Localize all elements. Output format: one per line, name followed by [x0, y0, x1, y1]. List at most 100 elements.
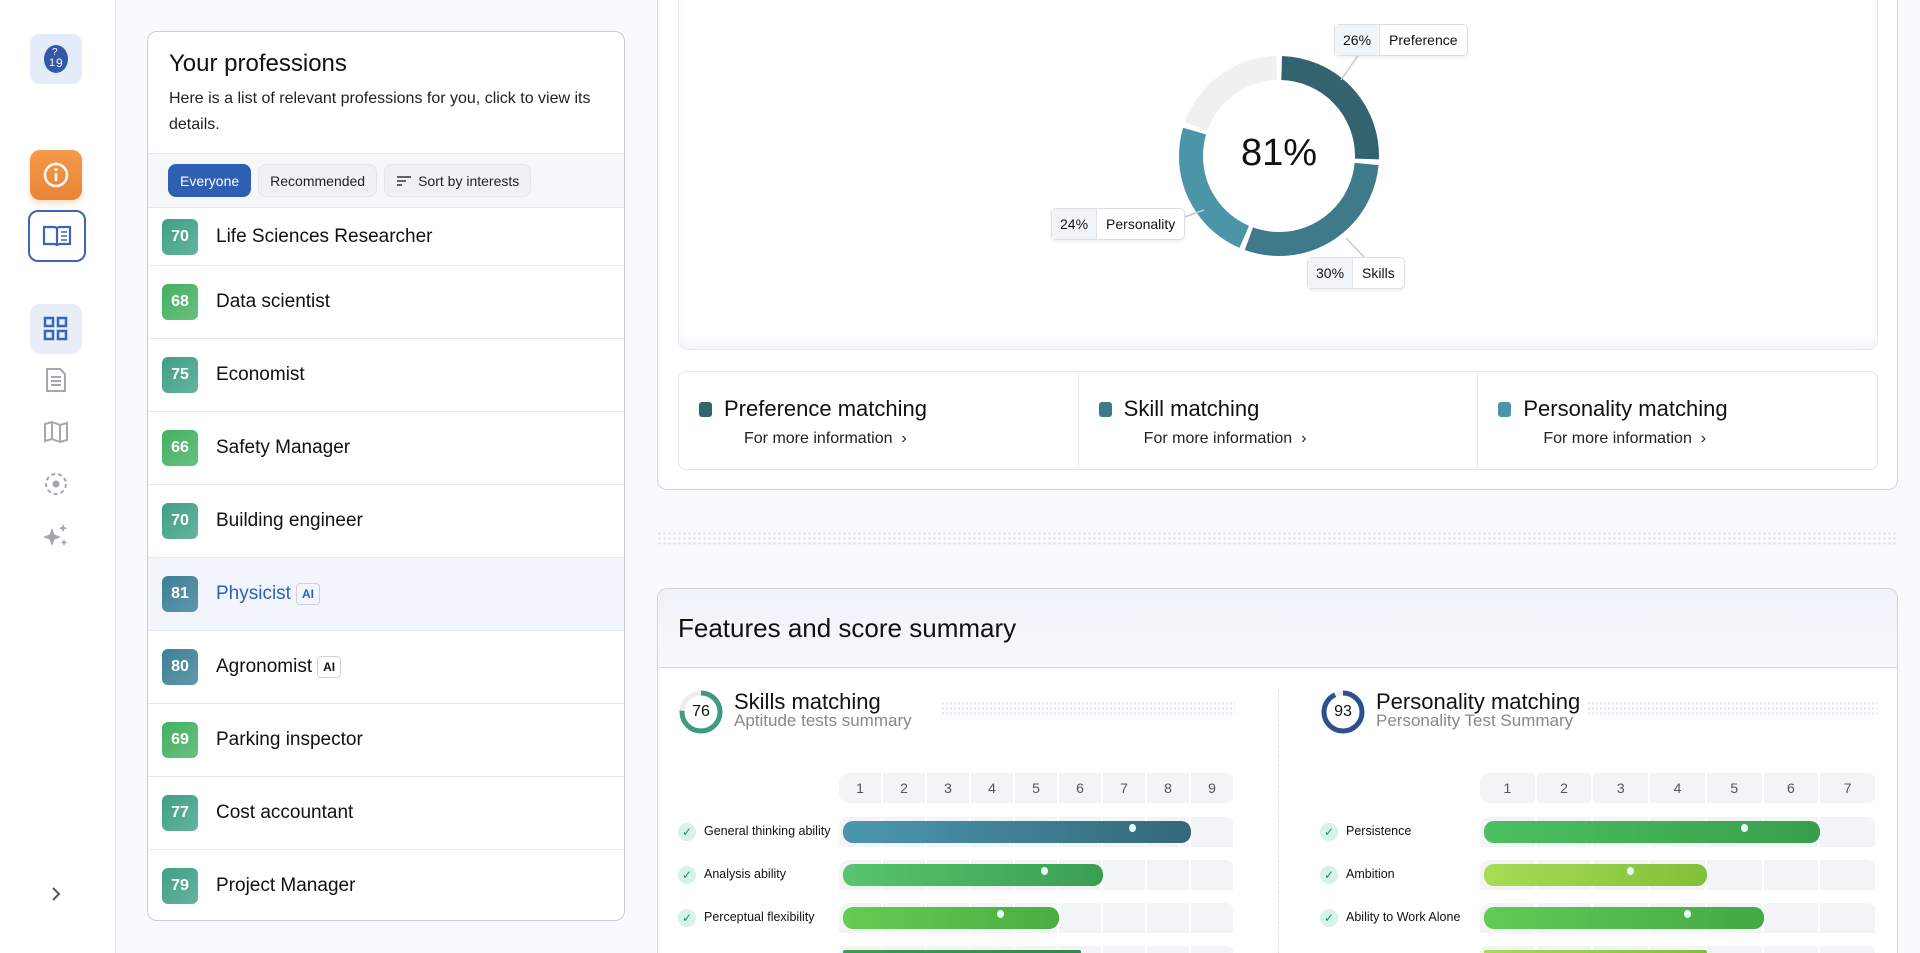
score-row: ✓ Analysis ability [678, 860, 1235, 890]
score-row: ✓ General thinking ability [678, 817, 1235, 847]
row-label: Perceptual flexibility [704, 910, 815, 924]
bar-marker [1129, 824, 1137, 832]
filter-bar: Everyone Recommended Sort by interests [148, 153, 624, 208]
score-badge: 70 [162, 503, 198, 539]
scale-tick: 9 [1191, 773, 1235, 803]
grid-icon[interactable] [30, 304, 82, 354]
slice-percent: 26% [1335, 25, 1381, 55]
slice-percent: 24% [1052, 209, 1098, 239]
profession-item[interactable]: 79 Project Manager [148, 850, 624, 920]
profession-name: Economist [216, 364, 305, 385]
matching-summary: Preference matching For more information… [678, 371, 1878, 470]
features-title: Features and score summary [658, 589, 1897, 668]
logo-icon[interactable]: 1 9? [30, 34, 82, 84]
profession-item[interactable]: 70 Life Sciences Researcher [148, 208, 624, 266]
score-track [1480, 946, 1877, 953]
leader-line [1340, 53, 1360, 81]
matching-title: Personality matching [1523, 396, 1728, 421]
filter-everyone[interactable]: Everyone [168, 164, 252, 197]
scale-tick: 5 [1706, 773, 1764, 803]
scale-tick: 5 [1015, 773, 1059, 803]
profession-name: Life Sciences Researcher [216, 225, 433, 247]
section-subtitle: Aptitude tests summary [734, 711, 912, 730]
ai-badge: AI [317, 656, 342, 678]
bar-marker [1740, 824, 1748, 832]
donut-chart-card: 81% 26% Preference 24% Personality 30% Skil… [678, 0, 1878, 350]
features-card: Features and score summary 76 Skills mat… [657, 588, 1898, 953]
score-bar [1484, 864, 1707, 886]
profession-item[interactable]: 80 Agronomist AI [148, 631, 624, 704]
scale-tick: 4 [971, 773, 1015, 803]
score-bar [1484, 821, 1821, 843]
profession-item[interactable]: 68 Data scientist [148, 266, 624, 339]
skill-matching-item[interactable]: Skill matching For more information › [1079, 372, 1479, 469]
matching-title: Preference matching [724, 396, 927, 421]
section-title: Personality matching [1376, 689, 1581, 714]
chevron-right-icon[interactable] [30, 872, 82, 916]
donut-slice-preference [1179, 56, 1379, 256]
book-icon[interactable] [28, 210, 86, 262]
score-badge: 70 [162, 218, 198, 255]
profession-item[interactable]: 81 Physicist AI [148, 558, 624, 631]
slice-name: Preference [1389, 32, 1458, 48]
sparkles-icon[interactable] [30, 514, 82, 558]
score-badge: 80 [162, 649, 198, 685]
sort-icon [397, 175, 412, 186]
check-icon: ✓ [678, 909, 696, 927]
score-row: ✓ Persistence [1320, 817, 1877, 847]
profession-name: Agronomist [216, 656, 313, 677]
sort-by-interests-button[interactable]: Sort by interests [384, 164, 532, 197]
document-icon[interactable] [30, 358, 82, 402]
score-badge: 79 [162, 868, 198, 904]
decorative-dots [941, 701, 1235, 715]
check-icon: ✓ [678, 823, 696, 841]
more-info-link[interactable]: For more information › [744, 430, 907, 447]
score-badge: 77 [162, 795, 198, 831]
professions-subtitle: Here is a list of relevant professions f… [169, 90, 591, 133]
score-bar [1484, 950, 1707, 953]
scale-tick: 7 [1820, 773, 1877, 803]
scale-tick: 1 [1480, 773, 1537, 803]
profession-name: Building engineer [216, 510, 363, 531]
profession-item[interactable]: 70 Building engineer [148, 485, 624, 558]
profession-name: Physicist [216, 583, 291, 604]
score-row: ✓ Ambition [1320, 860, 1877, 890]
professions-list: 70 Life Sciences Researcher 68 Data scienti… [148, 208, 624, 920]
personality-section: 93 Personality matching Personality Test… [1320, 689, 1880, 953]
info-icon[interactable] [30, 150, 82, 200]
map-icon[interactable] [30, 410, 82, 454]
profession-name: Parking inspector [216, 729, 363, 750]
donut-center-label: 81% [1240, 132, 1318, 174]
profession-item[interactable]: 69 Parking inspector [148, 704, 624, 777]
row-label: Analysis ability [704, 867, 786, 881]
row-label: General thinking ability [704, 824, 831, 838]
bar-marker [997, 910, 1005, 918]
section-title: Skills matching [734, 689, 881, 714]
scale-tick: 2 [1536, 773, 1594, 803]
score-bar [843, 950, 1081, 953]
profession-item[interactable]: 77 Cost accountant [148, 777, 624, 850]
scale-tick: 3 [1593, 773, 1651, 803]
slice-label-skills: 30% Skills [1307, 257, 1405, 289]
slice-percent: 30% [1308, 258, 1354, 288]
profession-name: Cost accountant [216, 802, 354, 823]
profession-item[interactable]: 75 Economist [148, 339, 624, 412]
score-badge: 75 [162, 357, 198, 393]
row-label: Ambition [1346, 867, 1395, 881]
target-icon[interactable] [30, 462, 82, 506]
scale-tick: 7 [1103, 773, 1147, 803]
sidebar: 1 9? [0, 0, 116, 953]
row-label: Persistence [1346, 824, 1412, 838]
more-info-link[interactable]: For more information › [1543, 430, 1707, 447]
profession-item[interactable]: 66 Safety Manager [148, 412, 624, 485]
score-row [1320, 946, 1877, 953]
filter-recommended[interactable]: Recommended [258, 164, 378, 197]
preference-matching-item[interactable]: Preference matching For more information… [679, 372, 1079, 469]
personality-matching-item[interactable]: Personality matching For more informatio… [1478, 372, 1877, 469]
check-icon: ✓ [678, 866, 696, 884]
score-bar [843, 864, 1103, 886]
scale-tick: 6 [1763, 773, 1821, 803]
more-info-link[interactable]: For more information › [1143, 430, 1307, 447]
